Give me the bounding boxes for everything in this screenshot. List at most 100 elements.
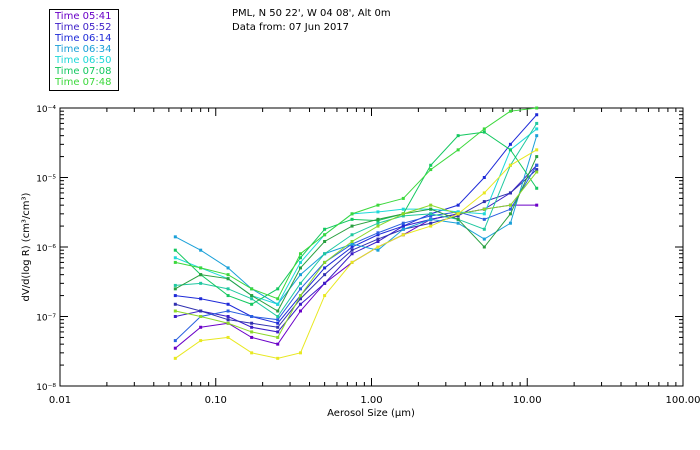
- data-point: [226, 302, 230, 306]
- data-point: [173, 294, 177, 298]
- data-point: [429, 207, 433, 211]
- data-point: [482, 207, 486, 211]
- data-point: [276, 318, 280, 322]
- data-point: [173, 283, 177, 287]
- data-point: [250, 330, 254, 334]
- data-point: [535, 106, 539, 110]
- y-axis-label: dV/d(log R) (cm³/cm³): [21, 192, 32, 301]
- data-point: [401, 207, 405, 211]
- x-tick-label: 0.01: [49, 395, 71, 406]
- data-point: [276, 356, 280, 360]
- data-point: [535, 170, 539, 174]
- data-point: [226, 335, 230, 339]
- data-point: [276, 321, 280, 325]
- data-point: [173, 302, 177, 306]
- data-point: [508, 191, 512, 195]
- x-axis-label: Aerosol Size (µm): [327, 408, 415, 419]
- data-point: [298, 273, 302, 277]
- data-point: [298, 351, 302, 355]
- data-point: [276, 287, 280, 291]
- series-line-12: [175, 171, 538, 338]
- data-point: [508, 203, 512, 207]
- data-point: [276, 330, 280, 334]
- data-point: [276, 302, 280, 306]
- data-point: [298, 302, 302, 306]
- data-point: [199, 325, 203, 329]
- data-point: [323, 227, 327, 231]
- data-point: [535, 203, 539, 207]
- data-point: [298, 266, 302, 270]
- data-point: [456, 148, 460, 152]
- data-point: [226, 294, 230, 298]
- data-point: [298, 287, 302, 291]
- data-point: [350, 252, 354, 256]
- data-point: [226, 309, 230, 313]
- data-point: [482, 245, 486, 249]
- data-point: [482, 130, 486, 134]
- legend-entry: Time 06:50: [55, 55, 112, 66]
- legend-entry: Time 07:08: [55, 66, 112, 77]
- data-point: [482, 176, 486, 179]
- data-point: [173, 248, 177, 252]
- data-point: [298, 294, 302, 298]
- x-tick-label: 100.00: [666, 395, 700, 406]
- data-point: [173, 256, 177, 260]
- data-point: [323, 239, 327, 243]
- data-point: [535, 148, 539, 152]
- data-point: [226, 266, 230, 270]
- data-point: [376, 224, 380, 228]
- data-point: [350, 217, 354, 221]
- data-point: [173, 287, 177, 291]
- data-point: [250, 302, 254, 306]
- data-point: [298, 256, 302, 260]
- data-point: [535, 163, 539, 167]
- data-point: [323, 260, 327, 264]
- data-point: [350, 233, 354, 237]
- data-point: [376, 217, 380, 221]
- data-point: [323, 233, 327, 237]
- legend-entry: Time 07:48: [55, 77, 112, 88]
- data-point: [508, 212, 512, 216]
- data-point: [250, 287, 254, 291]
- data-point: [250, 297, 254, 301]
- legend-entry: Time 05:52: [55, 22, 112, 33]
- data-point: [199, 248, 203, 252]
- data-point: [401, 224, 405, 228]
- data-point: [429, 203, 433, 207]
- data-point: [226, 287, 230, 291]
- data-point: [173, 315, 177, 318]
- data-point: [429, 212, 433, 216]
- data-point: [508, 142, 512, 146]
- data-point: [226, 273, 230, 277]
- data-point: [456, 134, 460, 138]
- data-point: [350, 212, 354, 216]
- data-point: [535, 155, 539, 159]
- data-point: [482, 191, 486, 195]
- data-point: [173, 309, 177, 313]
- data-point: [173, 346, 177, 350]
- data-point: [376, 203, 380, 207]
- legend: Time 05:41 Time 05:52 Time 06:14 Time 06:34…: [49, 9, 119, 91]
- data-point: [429, 217, 433, 221]
- data-point: [226, 321, 230, 325]
- y-tick-label: 10⁻⁵: [36, 175, 56, 185]
- data-point: [298, 297, 302, 301]
- data-point: [456, 212, 460, 216]
- data-point: [199, 273, 203, 277]
- data-point: [199, 266, 203, 270]
- data-point: [508, 148, 512, 152]
- data-point: [429, 224, 433, 228]
- data-point: [508, 163, 512, 167]
- data-point: [173, 356, 177, 360]
- data-point: [401, 214, 405, 218]
- data-point: [350, 239, 354, 243]
- data-point: [226, 277, 230, 281]
- data-point: [350, 224, 354, 228]
- data-point: [376, 210, 380, 214]
- x-tick-label: 1.00: [360, 395, 382, 406]
- plot-area: [59, 107, 684, 387]
- data-point: [456, 217, 460, 221]
- data-point: [276, 335, 280, 339]
- data-point: [199, 281, 203, 285]
- data-point: [276, 297, 280, 301]
